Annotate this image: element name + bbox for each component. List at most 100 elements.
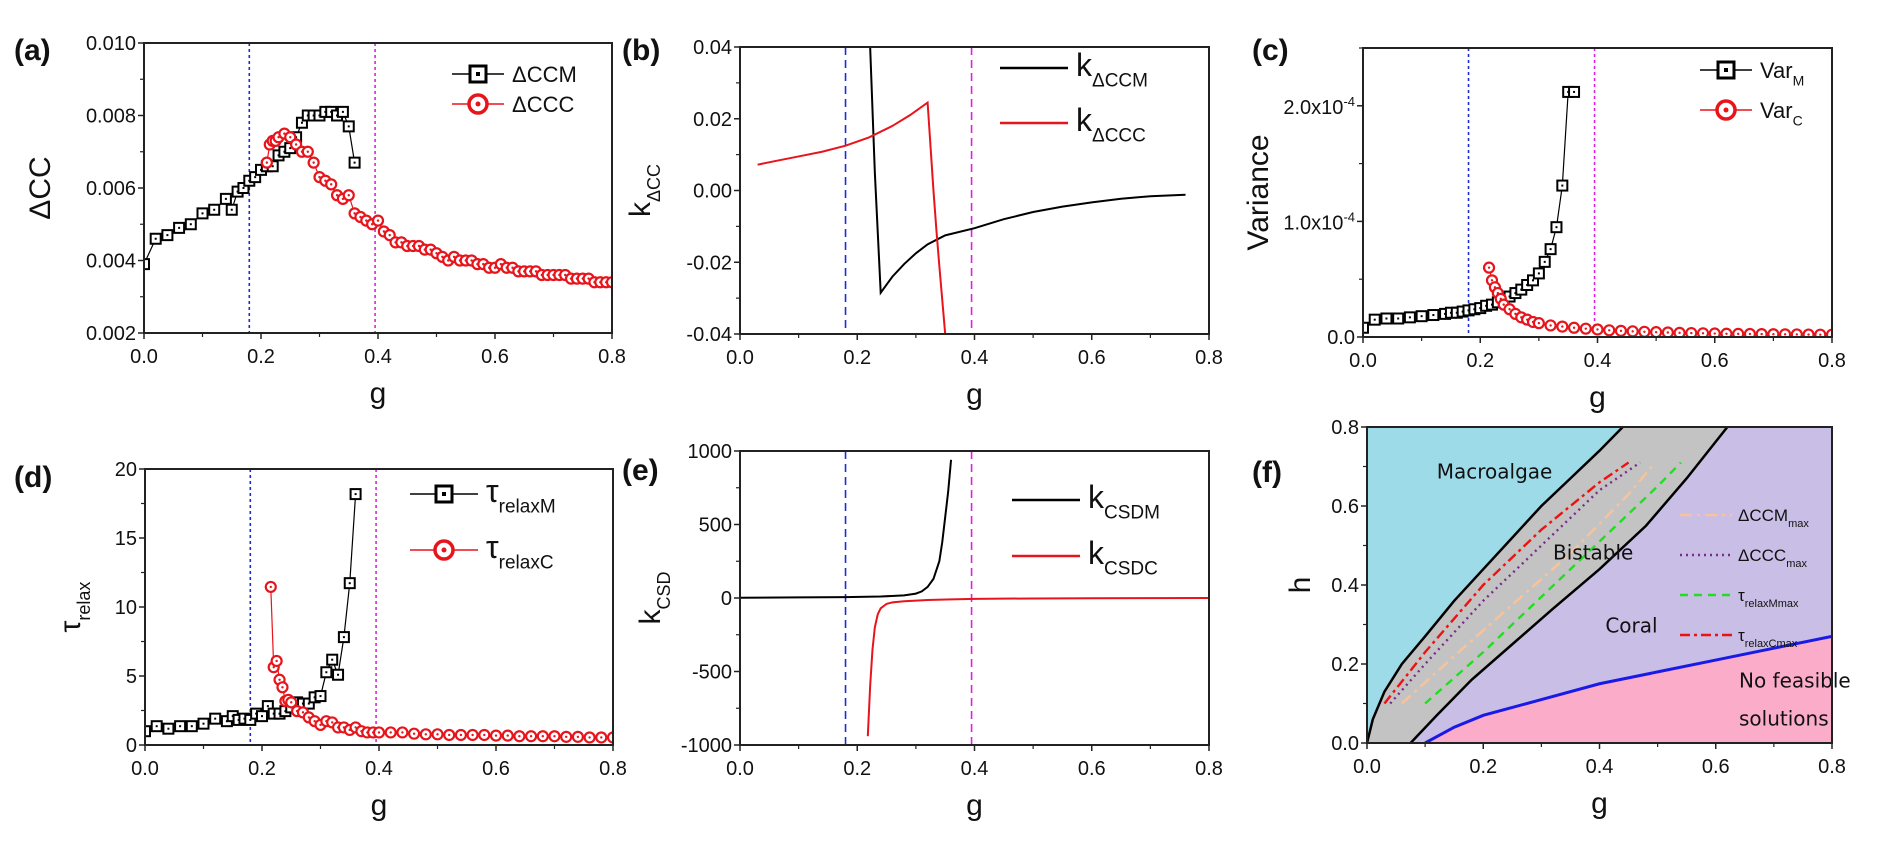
series-line-f-3 <box>1383 461 1630 705</box>
data-point-dot <box>166 234 169 237</box>
data-point-dot <box>290 701 293 704</box>
data-point-dot <box>1555 226 1558 229</box>
y-tick-label: 0.2 <box>1331 654 1359 676</box>
x-tick-label: 0.2 <box>248 758 276 780</box>
data-point-dot <box>1561 184 1564 187</box>
data-point-circle <box>1825 328 1832 337</box>
data-point-dot <box>300 121 303 124</box>
y-tick-label-main: 2.0x10 <box>1283 97 1343 119</box>
series-line-b-0 <box>869 47 1186 296</box>
x-tick-label: 0.4 <box>1586 756 1614 778</box>
data-point-dot <box>1373 318 1376 321</box>
y-tick-label: 0.008 <box>86 106 136 128</box>
axes-frame <box>1362 47 1833 338</box>
y-axis-label: Variance <box>1242 134 1275 250</box>
data-point-dot <box>202 722 205 725</box>
y-tick-label: 500 <box>699 515 732 537</box>
data-point-dot <box>307 702 310 705</box>
y-tick-label-exponent: -4 <box>1343 94 1355 109</box>
data-point-circle <box>1802 328 1815 337</box>
series-line-e-1 <box>866 597 1209 737</box>
data-point-dot <box>1385 317 1388 320</box>
x-tick-label: 0.6 <box>1078 347 1106 369</box>
data-point-dot <box>494 734 498 737</box>
legend-entry-subscript: relaxM <box>499 496 556 517</box>
data-point-dot <box>281 686 284 689</box>
plot-area <box>145 469 613 745</box>
y-axis-label-main: ΔCC <box>24 156 57 219</box>
y-tick-label: 0.006 <box>86 178 136 200</box>
x-axis-label: g <box>370 377 387 410</box>
data-point-dot <box>242 187 245 189</box>
data-point-dot <box>269 585 272 589</box>
y-axis-label: h <box>1284 577 1317 594</box>
data-point-dot <box>265 161 269 164</box>
data-point-dot <box>312 161 315 164</box>
y-tick-label: 0 <box>721 588 732 610</box>
legend-entry-main: ΔCCM <box>1738 506 1788 525</box>
data-point-dot <box>1572 326 1576 329</box>
legend-entry-main: ΔCCC <box>512 92 574 117</box>
data-point-square <box>145 725 151 738</box>
data-point-dot <box>553 735 556 738</box>
data-point-dot <box>1725 332 1728 335</box>
y-tick-label: 1000 <box>688 441 733 463</box>
legend-entry-main: ΔCCC <box>1738 546 1786 565</box>
series-line-e-0 <box>740 459 953 599</box>
data-point-dot <box>213 208 216 211</box>
y-axis-label: kCSD <box>634 571 674 624</box>
legend-entry-subscript: C <box>1793 113 1803 129</box>
x-tick-label: 0.0 <box>1353 756 1381 778</box>
data-point-dot <box>307 716 310 719</box>
data-point-dot <box>154 237 157 240</box>
legend-entry-subscript: relaxC <box>499 552 554 573</box>
data-point-dot <box>529 735 533 738</box>
data-point-dot <box>271 165 274 168</box>
legend-entry-main: k <box>1088 479 1105 515</box>
data-point-dot <box>1561 325 1564 328</box>
data-point-dot <box>224 197 227 200</box>
y-axis-label: ΔCC <box>24 156 57 219</box>
legend-entry-main: k <box>1076 47 1093 83</box>
data-point-dot <box>301 711 305 714</box>
y-tick-label: 0.004 <box>86 251 136 273</box>
data-point-dot <box>337 673 340 676</box>
x-tick-label: 0.0 <box>130 346 158 368</box>
plot-area <box>1363 48 1832 337</box>
data-point-dot <box>412 732 416 735</box>
plot-area <box>1367 427 1832 743</box>
data-point-dot <box>190 725 193 728</box>
y-tick-label: 0 <box>126 735 137 757</box>
legend-entry-subscript: CSDC <box>1104 558 1158 579</box>
data-point-dot <box>306 150 309 153</box>
region-macroalgae <box>1367 427 1623 743</box>
x-tick-label: 0.4 <box>364 346 392 368</box>
data-point-dot <box>341 110 344 113</box>
x-axis-label: g <box>966 789 983 822</box>
panel-label: (e) <box>622 454 659 487</box>
data-point-dot <box>1701 332 1705 335</box>
data-point-dot <box>1631 330 1634 333</box>
data-point-dot <box>342 636 345 639</box>
y-tick-label: 0.0 <box>1331 733 1359 755</box>
data-point-circle <box>606 731 613 744</box>
data-point-circle <box>1790 328 1803 337</box>
legend-entry: ΔCCMmax <box>1738 506 1809 530</box>
data-point-dot <box>1760 332 1763 336</box>
x-tick-label: 0.8 <box>1818 350 1846 372</box>
legend-entry: kΔCCC <box>1076 102 1146 146</box>
data-point-dot <box>600 736 603 739</box>
x-tick-label: 0.4 <box>961 758 989 780</box>
data-point-dot <box>1666 331 1670 334</box>
data-point-dot <box>1420 315 1423 318</box>
legend-entry-subscript: CSDM <box>1104 502 1160 523</box>
data-point-dot <box>275 659 278 663</box>
y-tick-label: -0.02 <box>686 252 732 274</box>
data-point-square <box>144 258 150 271</box>
data-point-dot <box>389 731 392 734</box>
y-tick-label: -0.04 <box>686 324 732 346</box>
y-tick-label: 20 <box>115 459 137 481</box>
y-tick-label: 0.0 <box>1327 327 1355 349</box>
legend-entry-main: ΔCCM <box>512 62 577 87</box>
